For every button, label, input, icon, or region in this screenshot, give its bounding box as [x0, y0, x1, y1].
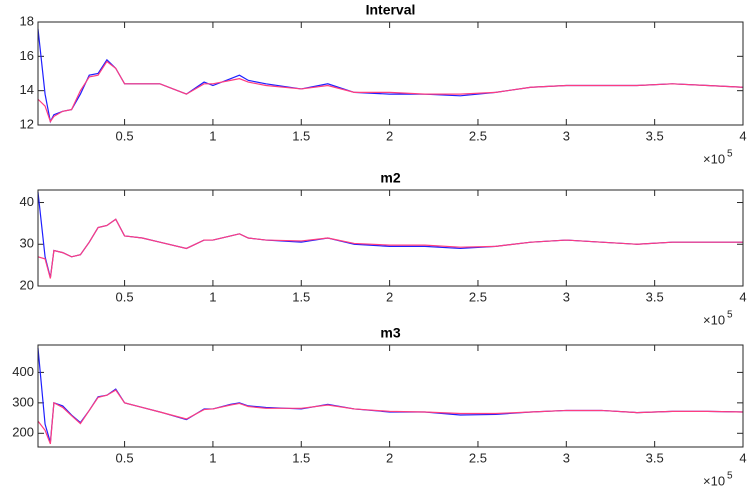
x-scale-label: ×10	[703, 473, 725, 488]
x-scale-label: ×10	[703, 151, 725, 166]
y-tick-label: 40	[20, 194, 34, 209]
y-tick-label: 14	[20, 82, 34, 97]
x-tick-label: 1.5	[292, 450, 310, 465]
x-scale-label: ×10	[703, 312, 725, 327]
y-tick-label: 16	[20, 48, 34, 63]
series-line	[37, 389, 744, 445]
x-tick-label: 1	[209, 450, 216, 465]
chart-title: m2	[380, 170, 400, 186]
x-tick-label: 3.5	[646, 450, 664, 465]
axes-box	[37, 21, 744, 126]
y-tick-label: 12	[20, 116, 34, 131]
x-tick-label: 2	[386, 450, 393, 465]
x-tick-label: 2.5	[469, 128, 487, 143]
x-tick-label: 1.5	[292, 128, 310, 143]
x-tick-label: 3	[563, 450, 570, 465]
chart-title: m3	[380, 325, 400, 341]
x-tick-label: 2	[386, 289, 393, 304]
x-tick-label: 1	[209, 128, 216, 143]
x-tick-label: 2.5	[469, 450, 487, 465]
plot-area	[38, 22, 743, 125]
y-tick-label: 400	[12, 364, 34, 379]
plot-area	[38, 345, 743, 447]
plot-area	[38, 190, 743, 286]
x-tick-label: 3.5	[646, 289, 664, 304]
x-tick-label: 4	[739, 128, 746, 143]
x-tick-label: 1	[209, 289, 216, 304]
x-tick-label: 2.5	[469, 289, 487, 304]
x-scale-exponent: 5	[727, 471, 733, 482]
x-scale-exponent: 5	[727, 310, 733, 321]
x-tick-label: 3	[563, 289, 570, 304]
y-tick-label: 18	[20, 13, 34, 28]
x-tick-label: 3.5	[646, 128, 664, 143]
x-tick-label: 4	[739, 289, 746, 304]
axes-box	[37, 189, 744, 287]
series-line	[37, 60, 744, 123]
x-tick-label: 1.5	[292, 289, 310, 304]
x-tick-label: 0.5	[116, 450, 134, 465]
x-tick-label: 4	[739, 450, 746, 465]
y-tick-label: 30	[20, 236, 34, 251]
x-scale-exponent: 5	[727, 149, 733, 160]
axes-box	[37, 344, 744, 448]
x-tick-label: 3	[563, 128, 570, 143]
y-tick-label: 200	[12, 425, 34, 440]
x-tick-label: 2	[386, 128, 393, 143]
series-line	[37, 218, 743, 279]
x-tick-label: 0.5	[116, 128, 134, 143]
x-tick-label: 0.5	[116, 289, 134, 304]
chart-title: Interval	[366, 2, 416, 18]
y-tick-label: 300	[12, 394, 34, 409]
y-tick-label: 20	[20, 277, 34, 292]
